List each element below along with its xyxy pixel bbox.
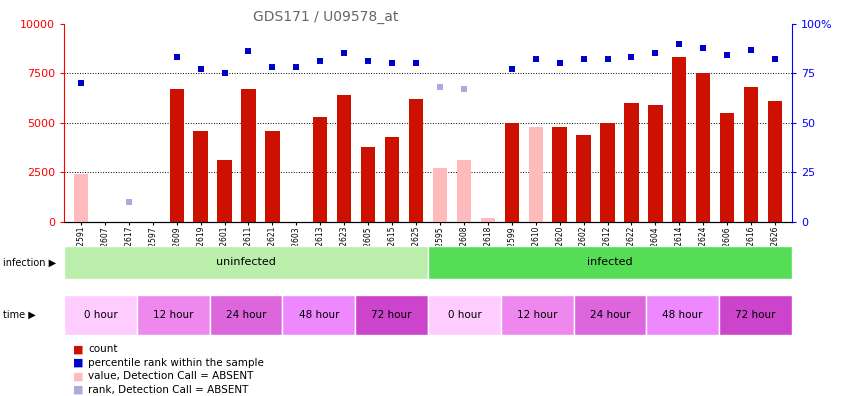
Bar (428, 246, 792, 279)
Bar (481, 218, 495, 222)
Bar (193, 131, 208, 222)
Bar (169, 89, 184, 222)
Bar (217, 160, 232, 222)
Text: time ▶: time ▶ (3, 310, 35, 320)
Bar (137, 295, 210, 335)
Point (697, 44, 710, 51)
Point (721, 52, 734, 59)
Bar (457, 160, 471, 222)
Text: 72 hour: 72 hour (735, 310, 776, 320)
Text: 24 hour: 24 hour (226, 310, 266, 320)
Bar (600, 123, 615, 222)
Bar (501, 295, 574, 335)
Bar (210, 295, 282, 335)
Text: ■: ■ (73, 344, 83, 354)
Bar (355, 295, 428, 335)
Bar (576, 135, 591, 222)
Bar (282, 295, 355, 335)
Bar (719, 295, 792, 335)
Text: 12 hour: 12 hour (517, 310, 557, 320)
Text: 48 hour: 48 hour (663, 310, 703, 320)
Bar (646, 295, 719, 335)
Bar (74, 174, 88, 222)
Point (433, 84, 447, 90)
Text: 0 hour: 0 hour (84, 310, 117, 320)
Bar (768, 101, 782, 222)
Bar (504, 123, 519, 222)
Point (217, 70, 231, 76)
Text: 48 hour: 48 hour (299, 310, 339, 320)
Point (409, 60, 423, 67)
Point (505, 66, 519, 72)
Point (744, 46, 758, 53)
Bar (241, 89, 256, 222)
Point (241, 48, 255, 55)
Point (649, 50, 663, 57)
Bar (428, 295, 501, 335)
Text: ■: ■ (73, 371, 83, 381)
Point (289, 64, 303, 70)
Text: ■: ■ (73, 385, 83, 395)
Bar (313, 117, 328, 222)
Bar (409, 99, 423, 222)
Bar (552, 127, 567, 222)
Text: infected: infected (587, 257, 633, 267)
Bar (672, 57, 687, 222)
Bar (574, 295, 646, 335)
Text: 72 hour: 72 hour (372, 310, 412, 320)
Bar (337, 95, 352, 222)
Point (74, 80, 88, 86)
Bar (696, 73, 710, 222)
Point (457, 86, 471, 92)
Text: value, Detection Call = ABSENT: value, Detection Call = ABSENT (88, 371, 253, 381)
Point (673, 40, 687, 47)
Point (193, 66, 207, 72)
Bar (744, 87, 758, 222)
Point (265, 64, 279, 70)
Bar (648, 105, 663, 222)
Point (577, 56, 591, 63)
Bar (64, 295, 137, 335)
Bar (624, 103, 639, 222)
Text: ■: ■ (73, 358, 83, 368)
Text: uninfected: uninfected (217, 257, 276, 267)
Text: 24 hour: 24 hour (590, 310, 630, 320)
Bar (64, 246, 428, 279)
Text: GDS171 / U09578_at: GDS171 / U09578_at (253, 10, 398, 24)
Point (361, 58, 375, 65)
Bar (720, 113, 734, 222)
Point (768, 56, 782, 63)
Point (529, 56, 543, 63)
Text: percentile rank within the sample: percentile rank within the sample (88, 358, 264, 368)
Text: 0 hour: 0 hour (448, 310, 481, 320)
Point (169, 54, 183, 61)
Text: rank, Detection Call = ABSENT: rank, Detection Call = ABSENT (88, 385, 248, 395)
Point (625, 54, 639, 61)
Bar (265, 131, 280, 222)
Point (601, 56, 615, 63)
Bar (361, 147, 375, 222)
Bar (385, 137, 399, 222)
Bar (433, 168, 447, 222)
Point (553, 60, 567, 67)
Text: infection ▶: infection ▶ (3, 257, 56, 267)
Text: 12 hour: 12 hour (153, 310, 193, 320)
Point (385, 60, 399, 67)
Point (122, 199, 135, 205)
Text: count: count (88, 344, 117, 354)
Point (313, 58, 327, 65)
Point (337, 50, 351, 57)
Bar (528, 127, 543, 222)
